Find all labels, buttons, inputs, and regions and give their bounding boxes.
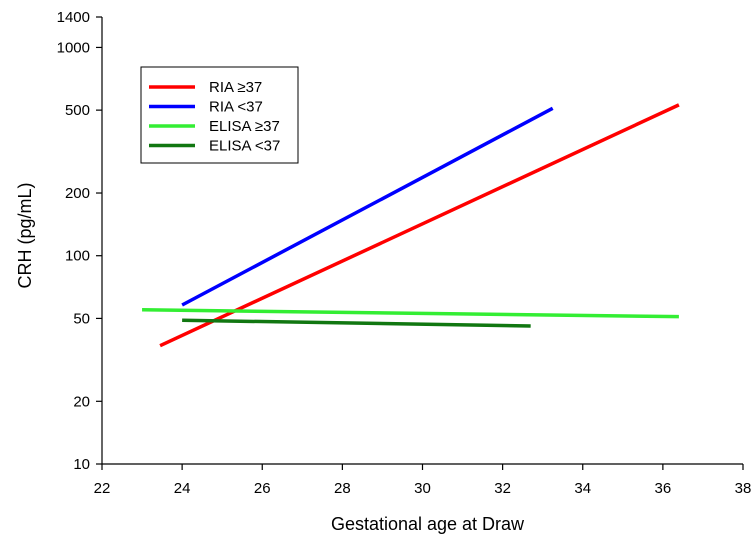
y-tick-label: 10 xyxy=(73,456,90,473)
axes: 22 24 26 28 30 32 34 36 38 10 20 50 100 200 500 1000 14… xyxy=(57,9,752,497)
y-tick-label: 1000 xyxy=(57,39,90,56)
legend-label-2: ELISA ≥37 xyxy=(209,118,280,135)
x-ticks: 22 24 26 28 30 32 34 36 38 xyxy=(94,464,752,497)
series-line-2 xyxy=(142,308,679,319)
legend-label-0: RIA ≥37 xyxy=(209,79,262,96)
legend-label-1: RIA <37 xyxy=(209,99,263,116)
series-line-0 xyxy=(159,103,680,348)
legend-items: RIA ≥37 RIA <37 ELISA ≥37 ELISA <37 xyxy=(149,79,280,155)
series-line-3 xyxy=(182,318,531,328)
y-tick-label: 1400 xyxy=(57,9,90,26)
y-ticks: 10 20 50 100 200 500 1000 1400 xyxy=(57,9,102,473)
x-tick-label: 34 xyxy=(574,480,591,497)
y-tick-label: 50 xyxy=(73,310,90,327)
series-lines xyxy=(142,103,680,348)
y-tick-label: 20 xyxy=(73,393,90,410)
x-tick-label: 38 xyxy=(735,480,752,497)
x-tick-label: 30 xyxy=(414,480,431,497)
y-tick-label: 200 xyxy=(65,185,90,202)
series-line-1 xyxy=(181,106,554,307)
x-tick-label: 24 xyxy=(174,480,191,497)
x-tick-label: 22 xyxy=(94,480,111,497)
y-tick-label: 500 xyxy=(65,102,90,119)
x-tick-label: 28 xyxy=(334,480,351,497)
x-axis-title: Gestational age at Draw xyxy=(331,514,525,534)
y-tick-label: 100 xyxy=(65,248,90,265)
y-axis-title: CRH (pg/mL) xyxy=(15,182,35,288)
x-tick-label: 36 xyxy=(655,480,672,497)
legend-label-3: ELISA <37 xyxy=(209,138,280,155)
x-tick-label: 26 xyxy=(254,480,271,497)
legend: RIA ≥37 RIA <37 ELISA ≥37 ELISA <37 xyxy=(140,66,299,164)
x-tick-label: 32 xyxy=(494,480,511,497)
